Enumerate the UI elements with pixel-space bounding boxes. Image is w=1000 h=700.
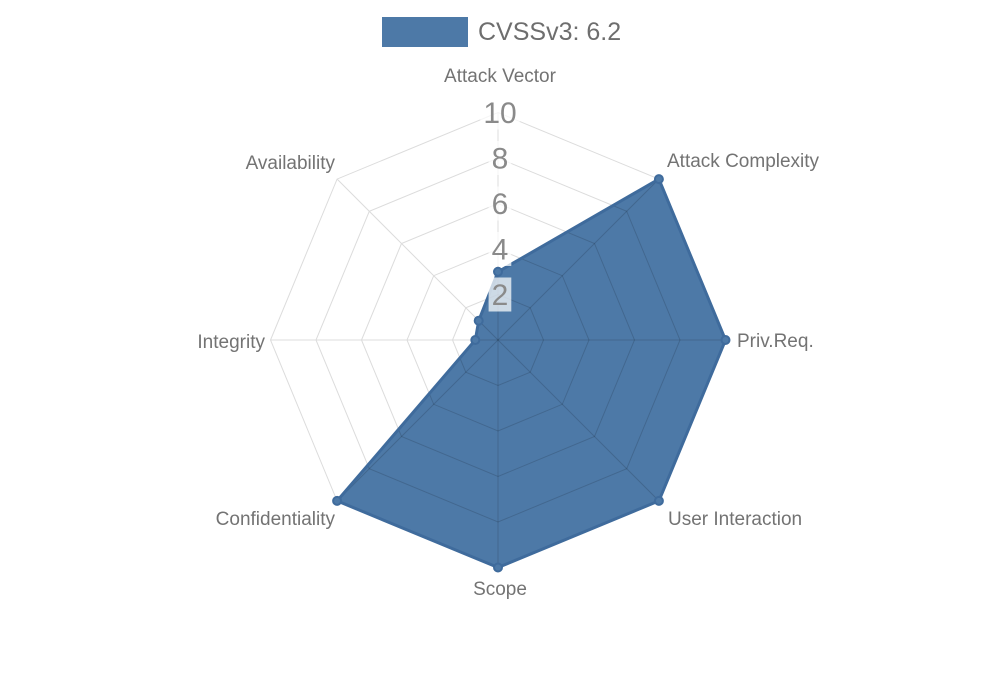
- tick-label: 2: [492, 279, 509, 312]
- vertex-dot-3[interactable]: [653, 495, 664, 506]
- legend-label: CVSSv3: 6.2: [478, 17, 622, 46]
- axis-label-priv-req-: Priv.Req.: [737, 331, 814, 352]
- vertex-dot-7[interactable]: [473, 315, 484, 326]
- axis-label-user-interaction: User Interaction: [668, 509, 802, 530]
- vertex-dot-0[interactable]: [493, 266, 503, 277]
- tick-label: 4: [492, 234, 509, 267]
- tick-label: 8: [492, 143, 509, 176]
- radial-ticks: 2 4 6 8 10: [480, 95, 520, 312]
- axis-label-scope: Scope: [473, 579, 527, 600]
- grid-spoke: [336, 178, 499, 341]
- tick-label: 6: [492, 188, 509, 221]
- tick-label: 10: [483, 97, 516, 130]
- axis-label-attack-complexity: Attack Complexity: [667, 151, 820, 172]
- axis-label-confidentiality: Confidentiality: [216, 509, 336, 530]
- legend-item[interactable]: CVSSv3: 6.2: [382, 17, 621, 47]
- tick-backdrop: [488, 141, 512, 175]
- vertex-dot-5[interactable]: [332, 495, 343, 506]
- axis-label-attack-vector: Attack Vector: [444, 66, 557, 87]
- tick-backdrop: [488, 232, 512, 266]
- axis-label-integrity: Integrity: [197, 332, 265, 353]
- vertex-dot-2[interactable]: [720, 335, 731, 345]
- tick-backdrop: [488, 277, 512, 312]
- axis-label-availability: Availability: [246, 153, 336, 174]
- vertex-dot-6[interactable]: [470, 335, 481, 345]
- tick-backdrop: [488, 186, 512, 221]
- data-polygon[interactable]: [337, 179, 726, 568]
- vertex-dot-4[interactable]: [493, 562, 503, 573]
- grid-spoke: [337, 339, 499, 502]
- grid-spoke: [497, 339, 660, 502]
- legend-swatch: [382, 17, 468, 47]
- grid-spoke: [497, 179, 660, 341]
- tick-backdrop: [480, 95, 520, 130]
- vertex-dot-1[interactable]: [653, 174, 664, 185]
